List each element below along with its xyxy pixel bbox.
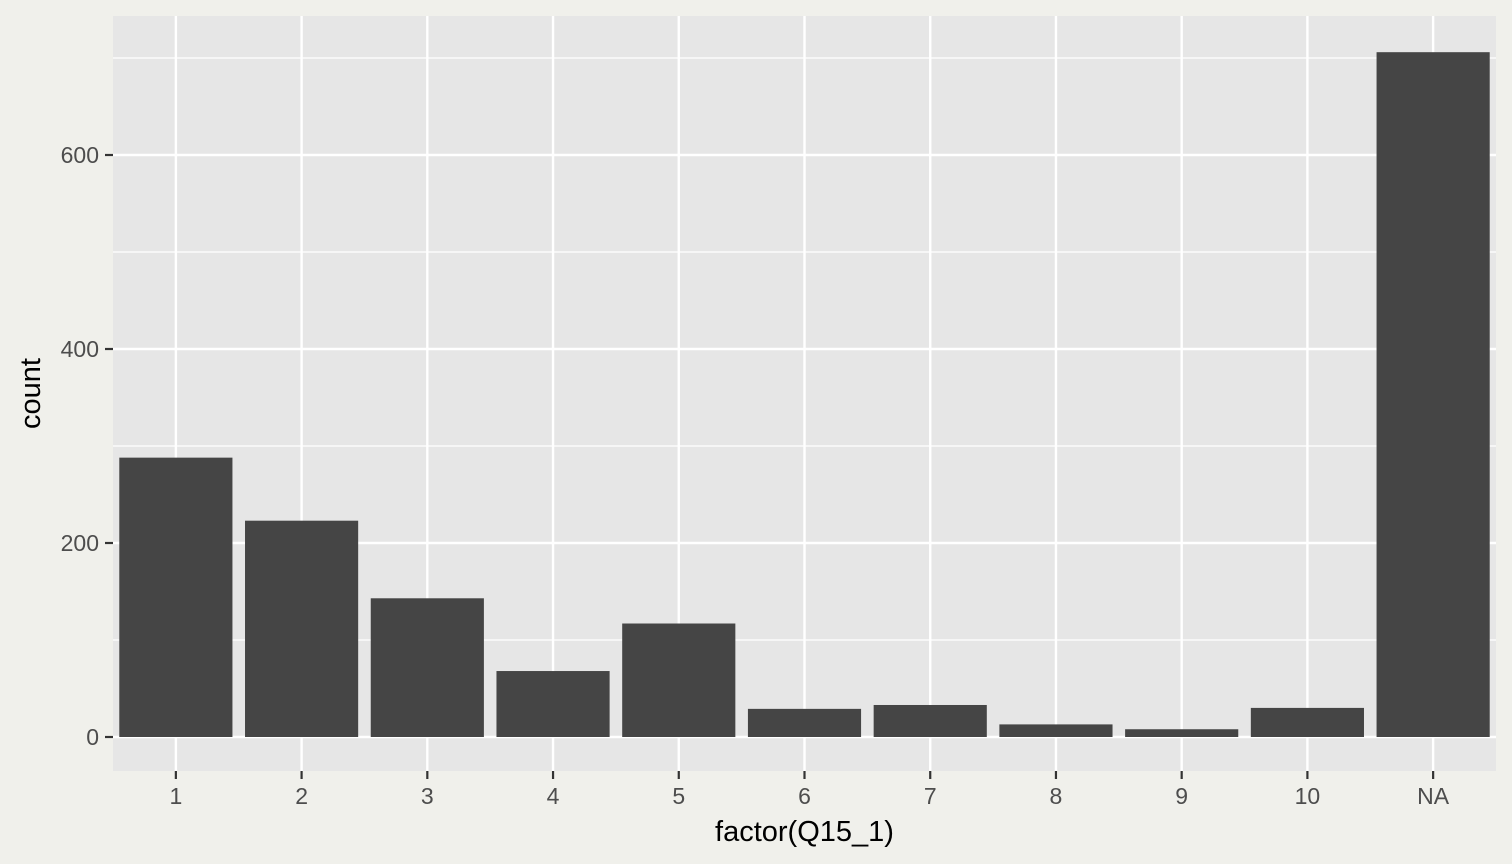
bar-8 xyxy=(999,724,1113,737)
bar-9 xyxy=(1125,729,1239,737)
y-axis: 0 200 400 600 xyxy=(61,142,113,750)
y-tick-label: 600 xyxy=(61,142,99,168)
x-tick-label: NA xyxy=(1417,783,1450,809)
y-tick-label: 0 xyxy=(86,724,99,750)
x-tick-label: 5 xyxy=(672,783,685,809)
bar-5 xyxy=(622,623,736,737)
bar-3 xyxy=(370,598,484,737)
x-tick-label: 1 xyxy=(169,783,182,809)
x-tick-label: 8 xyxy=(1050,783,1063,809)
x-tick-label: 10 xyxy=(1295,783,1321,809)
x-tick-label: 2 xyxy=(295,783,308,809)
bar-7 xyxy=(873,704,987,737)
bar-4 xyxy=(496,671,610,737)
x-tick-label: 9 xyxy=(1175,783,1188,809)
y-tick-label: 400 xyxy=(61,336,99,362)
bar-10 xyxy=(1250,707,1364,737)
x-tick-label: 7 xyxy=(924,783,937,809)
y-tick-label: 200 xyxy=(61,530,99,556)
x-tick-label: 3 xyxy=(421,783,434,809)
x-tick-label: 6 xyxy=(798,783,811,809)
bar-6 xyxy=(747,708,862,737)
x-axis-title: factor(Q15_1) xyxy=(715,816,894,848)
bar-1 xyxy=(119,457,233,737)
x-axis: 1 2 3 4 5 6 7 8 9 10 NA xyxy=(169,771,1450,809)
bar-na xyxy=(1376,52,1490,738)
bars xyxy=(119,52,1490,738)
x-tick-label: 4 xyxy=(547,783,560,809)
y-axis-title: count xyxy=(15,358,47,429)
bar-2 xyxy=(245,520,359,737)
